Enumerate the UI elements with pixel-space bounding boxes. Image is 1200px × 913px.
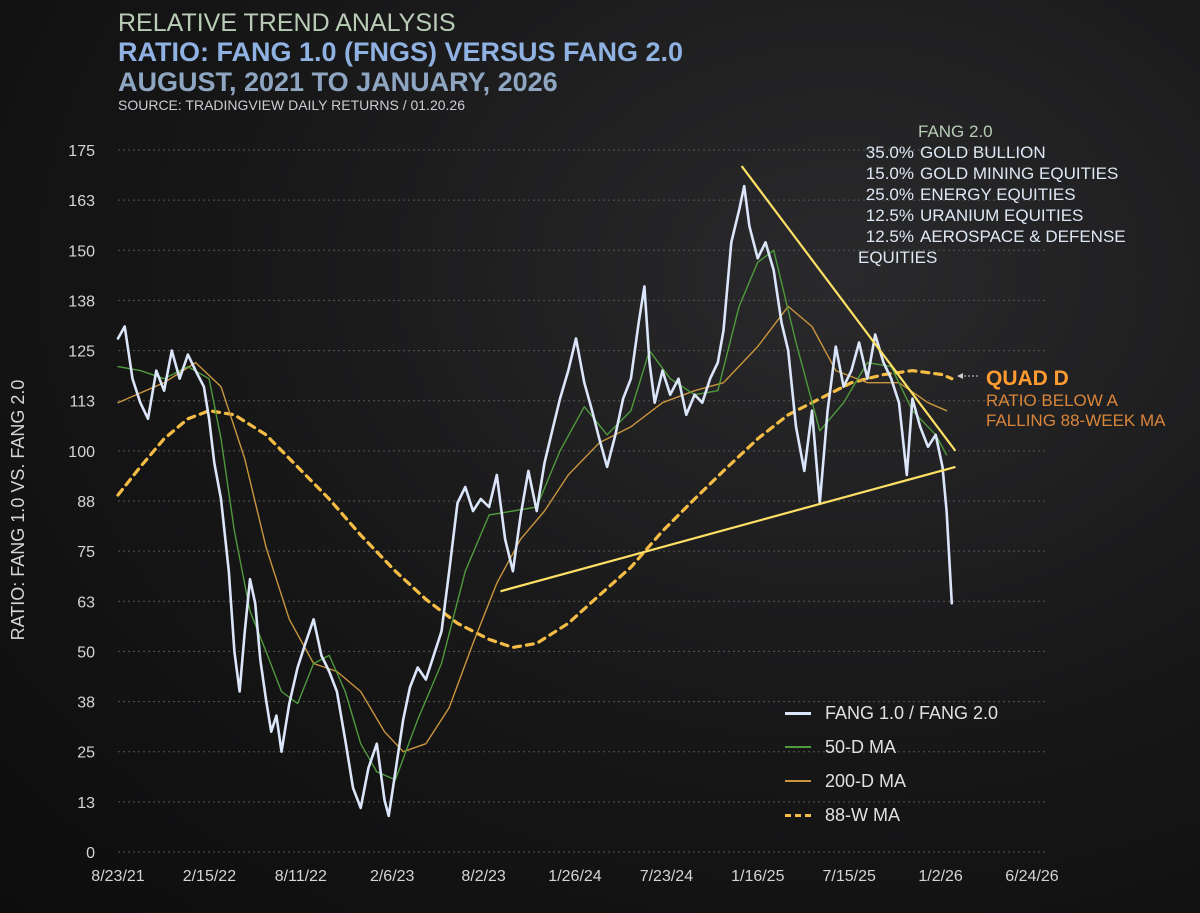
y-tick-label: 0 [86,845,95,862]
y-tick-labels: 0 13 25 38 50 63 75 88 100 113 125 138 150 163 175 [68,143,95,862]
legend-item-ma50: 50-D MA [785,730,998,764]
chart-header: RELATIVE TREND ANALYSIS RATIO: FANG 1.0 … [118,9,684,114]
legend-label-ratio: FANG 1.0 / FANG 2.0 [825,702,999,723]
composition-label: ENERGY EQUITIES [920,185,1076,204]
composition-item: 35.0% GOLD BULLION [858,142,1200,163]
composition-item: 12.5% AEROSPACE & DEFENSE EQUITIES [858,226,1200,268]
y-tick-label: 75 [77,544,95,561]
quad-d-line2: FALLING 88-WEEK MA [986,411,1166,430]
legend-swatch-ma50 [785,746,811,748]
x-tick-label: 2/15/22 [183,868,236,885]
quad-d-line1: RATIO BELOW A [986,391,1118,410]
annotation-pointer-head [957,373,963,379]
composition-label: URANIUM EQUITIES [920,206,1084,225]
composition-label: GOLD MINING EQUITIES [920,164,1119,183]
fang2-composition: FANG 2.0 35.0% GOLD BULLION 15.0% GOLD MIN… [858,121,1200,268]
x-tick-label: 8/23/21 [91,868,144,885]
composition-title: FANG 2.0 [918,122,993,141]
composition-item: 15.0% GOLD MINING EQUITIES [858,163,1200,184]
x-tick-label: 8/2/23 [461,868,506,885]
y-tick-label: 113 [69,394,95,411]
legend-item-ma200: 200-D MA [785,764,998,798]
x-tick-label: 6/24/26 [1005,868,1058,885]
legend-swatch-ma88w [785,813,811,817]
y-tick-label: 138 [68,293,95,310]
composition-pct: 35.0% [865,143,914,162]
series-line-ratio [116,184,954,818]
x-tick-label: 7/23/24 [640,868,693,885]
y-axis-label: RATIO: FANG 1.0 VS. FANG 2.0 [8,379,28,641]
x-tick-labels: 8/23/21 2/15/22 8/11/22 2/6/23 8/2/23 1/26/24… [91,868,1058,885]
chart-title: RELATIVE TREND ANALYSIS [118,9,456,37]
y-tick-label: 13 [77,795,95,812]
legend-label-ma50: 50-D MA [825,736,897,757]
trendline-support [500,465,956,593]
composition-item: 12.5% URANIUM EQUITIES [858,205,1200,226]
x-tick-label: 2/6/23 [370,868,415,885]
y-tick-label: 150 [68,243,95,260]
chart-source: SOURCE: TRADINGVIEW DAILY RETURNS / 01.2… [118,97,465,113]
quad-d-title: QUAD D [986,367,1069,390]
annotation-arrow-layer [957,373,978,379]
y-tick-label: 175 [68,143,95,160]
series-layer [116,184,954,818]
composition-label: AEROSPACE & DEFENSE EQUITIES [858,227,1126,267]
trendlines-layer [500,165,957,593]
chart-period: AUGUST, 2021 TO JANUARY, 2026 [118,67,558,97]
x-tick-label: 1/16/25 [731,868,784,885]
y-tick-label: 25 [77,745,95,762]
composition-pct: 12.5% [865,227,914,246]
y-tick-label: 100 [68,444,95,461]
legend-swatch-ma200 [785,780,811,782]
y-tick-label: 63 [77,594,95,611]
composition-item: 25.0% ENERGY EQUITIES [858,184,1200,205]
composition-label: GOLD BULLION [920,143,1046,162]
trendline-resistance [740,165,957,452]
legend-item-ma88w: 88-W MA [785,798,998,832]
x-tick-label: 1/2/26 [918,868,963,885]
x-tick-label: 7/15/25 [823,868,876,885]
y-tick-label: 125 [68,344,95,361]
legend-label-ma88w: 88-W MA [825,804,901,825]
x-tick-label: 1/26/24 [548,868,601,885]
composition-pct: 25.0% [865,185,914,204]
legend-item-ratio: FANG 1.0 / FANG 2.0 [785,696,998,730]
y-tick-label: 38 [77,695,95,712]
y-tick-label: 50 [77,644,95,661]
chart-legend: FANG 1.0 / FANG 2.0 50-D MA 200-D MA 88-… [785,696,998,832]
y-tick-label: 88 [77,494,95,511]
series-line-ma200 [117,305,948,753]
legend-swatch-ratio [785,711,811,715]
composition-pct: 12.5% [865,206,914,225]
legend-label-ma200: 200-D MA [825,770,907,791]
quad-d-annotation: QUAD D RATIO BELOW A FALLING 88-WEEK MA [986,366,1166,431]
y-tick-label: 163 [68,193,95,210]
x-tick-label: 8/11/22 [275,868,327,885]
chart-subtitle: RATIO: FANG 1.0 (FNGS) VERSUS FANG 2.0 [118,37,684,67]
composition-pct: 15.0% [865,164,914,183]
